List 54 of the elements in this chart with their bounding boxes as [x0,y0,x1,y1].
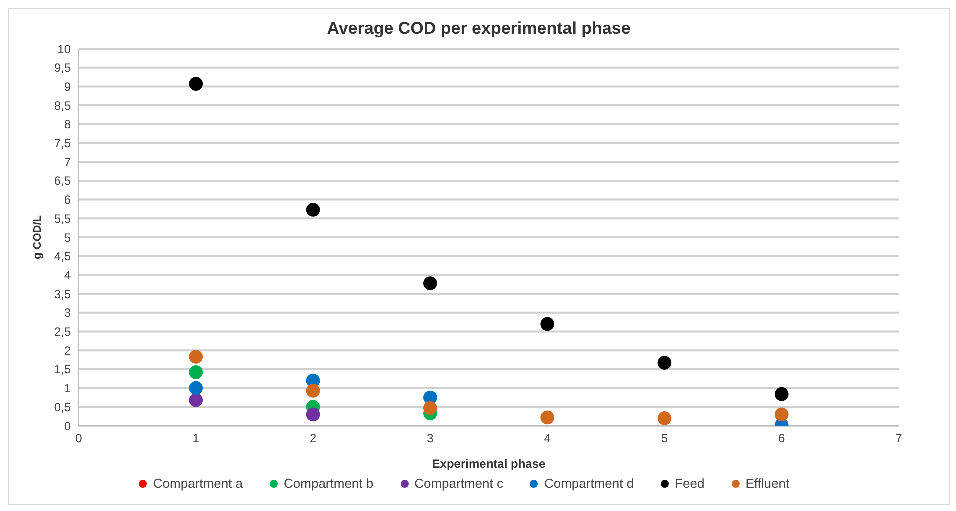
y-axis-title: g COD/L [32,215,44,260]
y-tick-label: 3 [64,306,72,320]
x-tick-label: 6 [778,432,786,446]
point [424,276,438,290]
y-tick-label: 9 [64,80,72,94]
x-tick-label: 4 [544,432,552,446]
legend-label: Compartment a [153,476,244,491]
point [306,408,320,422]
y-tick-label: 6 [64,193,72,208]
legend-label: Compartment d [544,476,634,491]
y-tick-label: 1,5 [54,362,72,377]
x-tick-label: 7 [896,432,903,446]
y-tick-label: 10 [58,42,72,56]
x-tick-label: 2 [310,432,317,446]
point [774,408,789,422]
y-tick-label: 4,5 [54,250,72,264]
point [189,77,204,91]
point [540,317,554,332]
point [540,410,554,425]
y-tick-label: 7 [64,155,72,170]
x-tick-label: 5 [661,432,668,446]
y-tick-label: 3,5 [54,287,72,302]
legend-label: Effluent [746,476,790,491]
point [189,366,204,380]
point [189,393,204,408]
y-tick-label: 0 [64,419,72,434]
point [306,384,320,398]
legend-label: Compartment c [414,476,504,491]
point [306,203,320,217]
x-tick-label: 3 [427,432,434,446]
x-axis-title: Experimental phase [432,457,546,471]
y-tick-label: 1 [64,382,72,396]
y-tick-label: 2 [64,344,72,358]
chart-title: Average COD per experimental phase [326,18,632,39]
y-tick-label: 9,5 [54,61,72,76]
y-tick-label: 0,5 [54,400,72,414]
point [658,356,672,370]
y-tick-label: 8,5 [54,98,72,113]
y-tick-label: 5 [64,230,72,245]
point [189,381,204,396]
y-tick-label: 2,5 [54,325,72,340]
point [774,387,789,402]
y-tick-label: 6,5 [54,174,72,188]
x-tick-label: 1 [192,432,200,446]
y-tick-label: 8 [64,118,72,132]
legend-label: Feed [675,476,705,491]
legend-label: Compartment b [284,476,374,491]
point [658,412,672,426]
point [424,401,438,416]
y-tick-label: 5,5 [54,212,72,226]
x-tick-label: 0 [76,432,83,446]
y-tick-label: 4 [64,268,72,282]
y-tick-label: 7,5 [54,136,72,151]
point [189,350,204,364]
